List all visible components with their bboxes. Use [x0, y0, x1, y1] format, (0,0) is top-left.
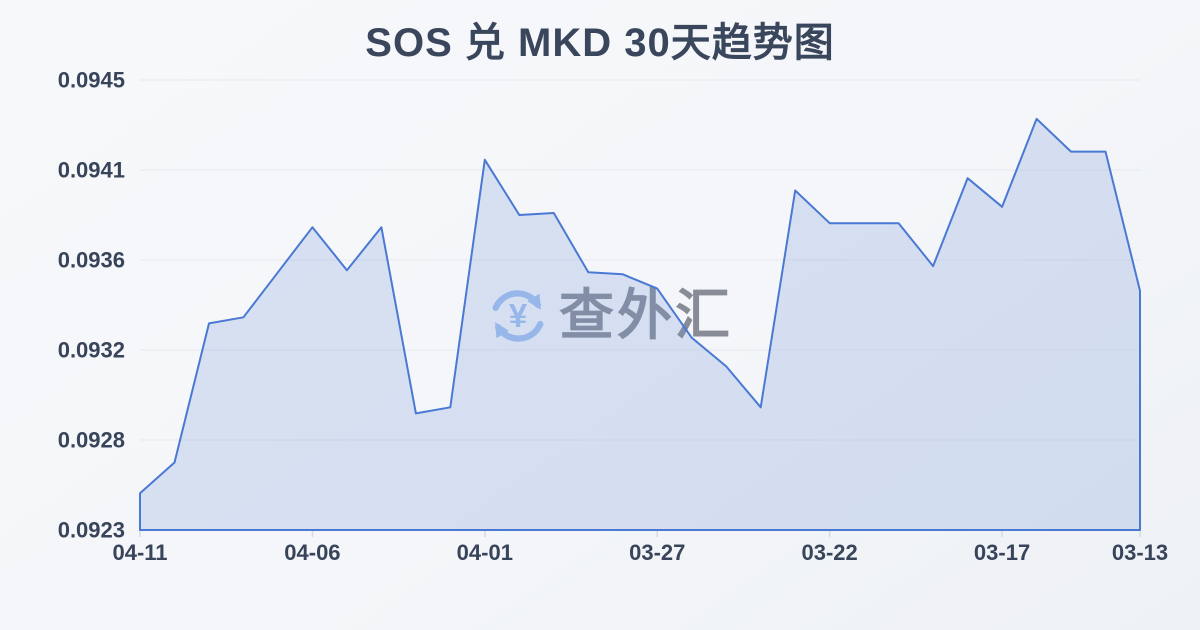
page-title: SOS 兑 MKD 30天趋势图 — [365, 21, 835, 65]
watermark: ¥ 查外汇 — [487, 284, 733, 346]
y-axis-label: 0.0941 — [58, 158, 125, 183]
trend-area — [139, 117, 1141, 531]
watermark-text: 查外汇 — [559, 284, 733, 346]
y-axis-label: 0.0923 — [58, 518, 125, 543]
currency-exchange-icon: ¥ — [492, 290, 544, 342]
arrow-arc-bottom — [494, 320, 544, 342]
y-axis-label: 0.0936 — [58, 248, 125, 273]
x-axis-label: 03-27 — [629, 540, 685, 565]
y-axis-label: 0.0932 — [58, 338, 125, 363]
arrow-arc-top — [492, 290, 542, 311]
yen-glyph: ¥ — [509, 297, 528, 334]
x-axis-label: 04-06 — [284, 540, 340, 565]
y-axis-label: 0.0928 — [58, 428, 125, 453]
x-axis-label: 03-22 — [802, 540, 858, 565]
x-axis-label: 04-01 — [457, 540, 513, 565]
x-axis-label: 04-11 — [112, 540, 167, 565]
x-axis-label: 03-17 — [974, 540, 1030, 565]
y-axis-label: 0.0945 — [58, 68, 125, 93]
x-axis-label: 03-13 — [1112, 540, 1168, 565]
